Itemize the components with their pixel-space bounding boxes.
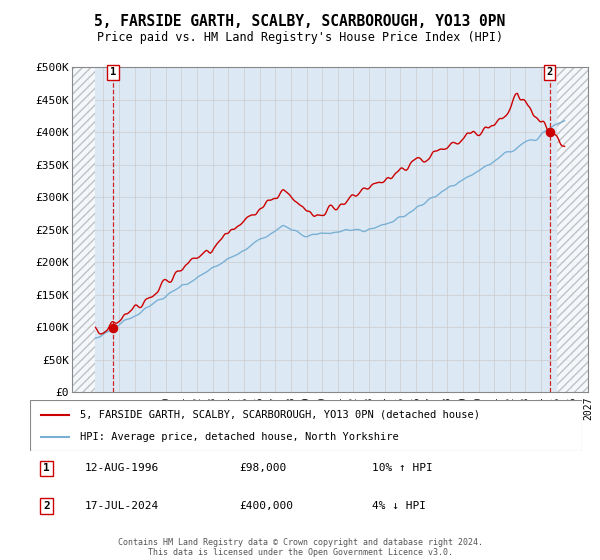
Bar (557, 67, 588, 392)
FancyBboxPatch shape (30, 400, 582, 451)
Text: 17-JUL-2024: 17-JUL-2024 (85, 501, 160, 511)
Bar (72, 67, 95, 392)
Text: Price paid vs. HM Land Registry's House Price Index (HPI): Price paid vs. HM Land Registry's House … (97, 31, 503, 44)
Text: £98,000: £98,000 (240, 463, 287, 473)
Text: 1: 1 (110, 67, 116, 77)
Text: 1: 1 (43, 463, 50, 473)
Point (545, 128, 554, 137)
Text: £400,000: £400,000 (240, 501, 294, 511)
Text: 2: 2 (547, 67, 553, 77)
Point (108, 324, 118, 333)
Text: HPI: Average price, detached house, North Yorkshire: HPI: Average price, detached house, Nort… (80, 432, 398, 442)
Text: 2: 2 (43, 501, 50, 511)
Text: 5, FARSIDE GARTH, SCALBY, SCARBOROUGH, YO13 0PN: 5, FARSIDE GARTH, SCALBY, SCARBOROUGH, Y… (94, 14, 506, 29)
Text: Contains HM Land Registry data © Crown copyright and database right 2024.
This d: Contains HM Land Registry data © Crown c… (118, 538, 482, 557)
Text: 4% ↓ HPI: 4% ↓ HPI (372, 501, 426, 511)
Text: 5, FARSIDE GARTH, SCALBY, SCARBOROUGH, YO13 0PN (detached house): 5, FARSIDE GARTH, SCALBY, SCARBOROUGH, Y… (80, 409, 479, 419)
Text: 12-AUG-1996: 12-AUG-1996 (85, 463, 160, 473)
Text: 10% ↑ HPI: 10% ↑ HPI (372, 463, 433, 473)
